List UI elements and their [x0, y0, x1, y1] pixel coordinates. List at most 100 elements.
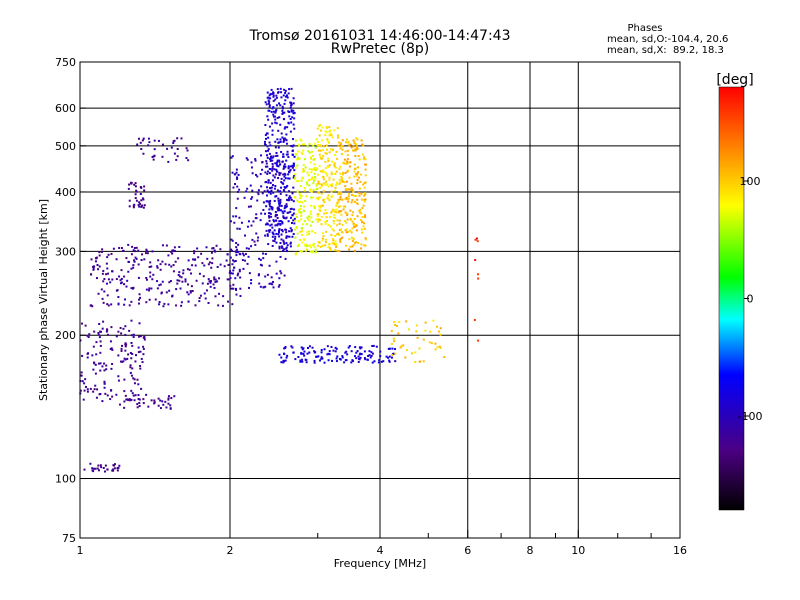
data-point [366, 358, 369, 361]
data-point [350, 189, 353, 192]
data-point [275, 108, 278, 111]
data-point [289, 241, 292, 244]
data-point [288, 235, 291, 238]
data-point [139, 296, 142, 299]
data-point [137, 263, 140, 266]
data-point [307, 150, 310, 153]
data-point [351, 245, 354, 248]
data-point [236, 227, 239, 230]
data-point [285, 231, 288, 234]
data-point [301, 170, 304, 173]
data-point [305, 361, 308, 364]
data-point [266, 186, 269, 189]
data-point [86, 390, 89, 393]
data-point [130, 389, 133, 392]
data-point [249, 205, 252, 208]
data-point [322, 171, 325, 174]
data-point [272, 113, 275, 116]
data-point [311, 230, 314, 233]
data-point [271, 156, 274, 159]
data-point [299, 200, 302, 203]
data-point [318, 196, 321, 199]
data-point [208, 280, 211, 283]
data-point [303, 350, 306, 353]
data-point [282, 361, 285, 364]
data-point [130, 398, 133, 401]
data-point [328, 130, 331, 133]
data-point [278, 277, 281, 280]
data-point [314, 175, 317, 178]
data-point [139, 193, 142, 196]
data-point [269, 212, 272, 215]
data-point [318, 208, 321, 211]
data-point [120, 332, 123, 335]
data-point [337, 144, 340, 147]
data-point [318, 205, 321, 208]
data-point [129, 351, 132, 354]
data-point [264, 253, 267, 256]
data-point [162, 403, 165, 406]
data-point [184, 278, 187, 281]
data-point [311, 251, 314, 254]
data-point [283, 102, 286, 105]
data-point [119, 360, 122, 363]
data-point [178, 275, 181, 278]
data-point [265, 205, 268, 208]
data-point [283, 242, 286, 245]
data-point [157, 259, 160, 262]
data-point [339, 238, 342, 241]
data-point [133, 183, 136, 186]
data-point [324, 134, 327, 137]
data-point [280, 233, 283, 236]
data-point [336, 355, 339, 358]
data-point [214, 295, 217, 298]
data-point [127, 260, 130, 263]
data-point [318, 183, 321, 186]
data-point [152, 273, 155, 276]
data-point [311, 346, 314, 349]
x-tick-label: 2 [227, 544, 234, 557]
data-point [334, 350, 337, 353]
data-point [316, 214, 319, 217]
data-point [297, 156, 300, 159]
data-point [109, 398, 112, 401]
data-point [289, 117, 292, 120]
data-point [279, 202, 282, 205]
data-point [119, 279, 122, 282]
data-point [303, 209, 306, 212]
data-point [274, 195, 277, 198]
data-point [158, 284, 161, 287]
data-point [269, 93, 272, 96]
data-point [278, 173, 281, 176]
data-point [178, 271, 181, 274]
data-point [206, 257, 209, 260]
data-point [347, 141, 350, 144]
data-point [273, 187, 276, 190]
data-point [349, 143, 352, 146]
data-point [325, 144, 328, 147]
data-point [143, 204, 146, 207]
data-point [363, 222, 366, 225]
data-point [296, 199, 299, 202]
data-point [284, 359, 287, 362]
data-point [275, 154, 278, 157]
data-point [272, 174, 275, 177]
data-point [311, 220, 314, 223]
data-point [275, 241, 278, 244]
data-point [319, 186, 322, 189]
data-point [117, 379, 120, 382]
data-point [340, 191, 343, 194]
data-point [278, 228, 281, 231]
data-point [229, 277, 232, 280]
data-point [94, 384, 97, 387]
data-point [438, 345, 441, 348]
data-point [148, 287, 151, 290]
y-tick-label: 300 [55, 245, 76, 258]
data-point [271, 208, 274, 211]
data-point [92, 470, 95, 473]
data-point [333, 163, 336, 166]
data-point [83, 468, 86, 471]
data-point [156, 265, 159, 268]
data-point [298, 192, 301, 195]
data-point [140, 148, 143, 151]
